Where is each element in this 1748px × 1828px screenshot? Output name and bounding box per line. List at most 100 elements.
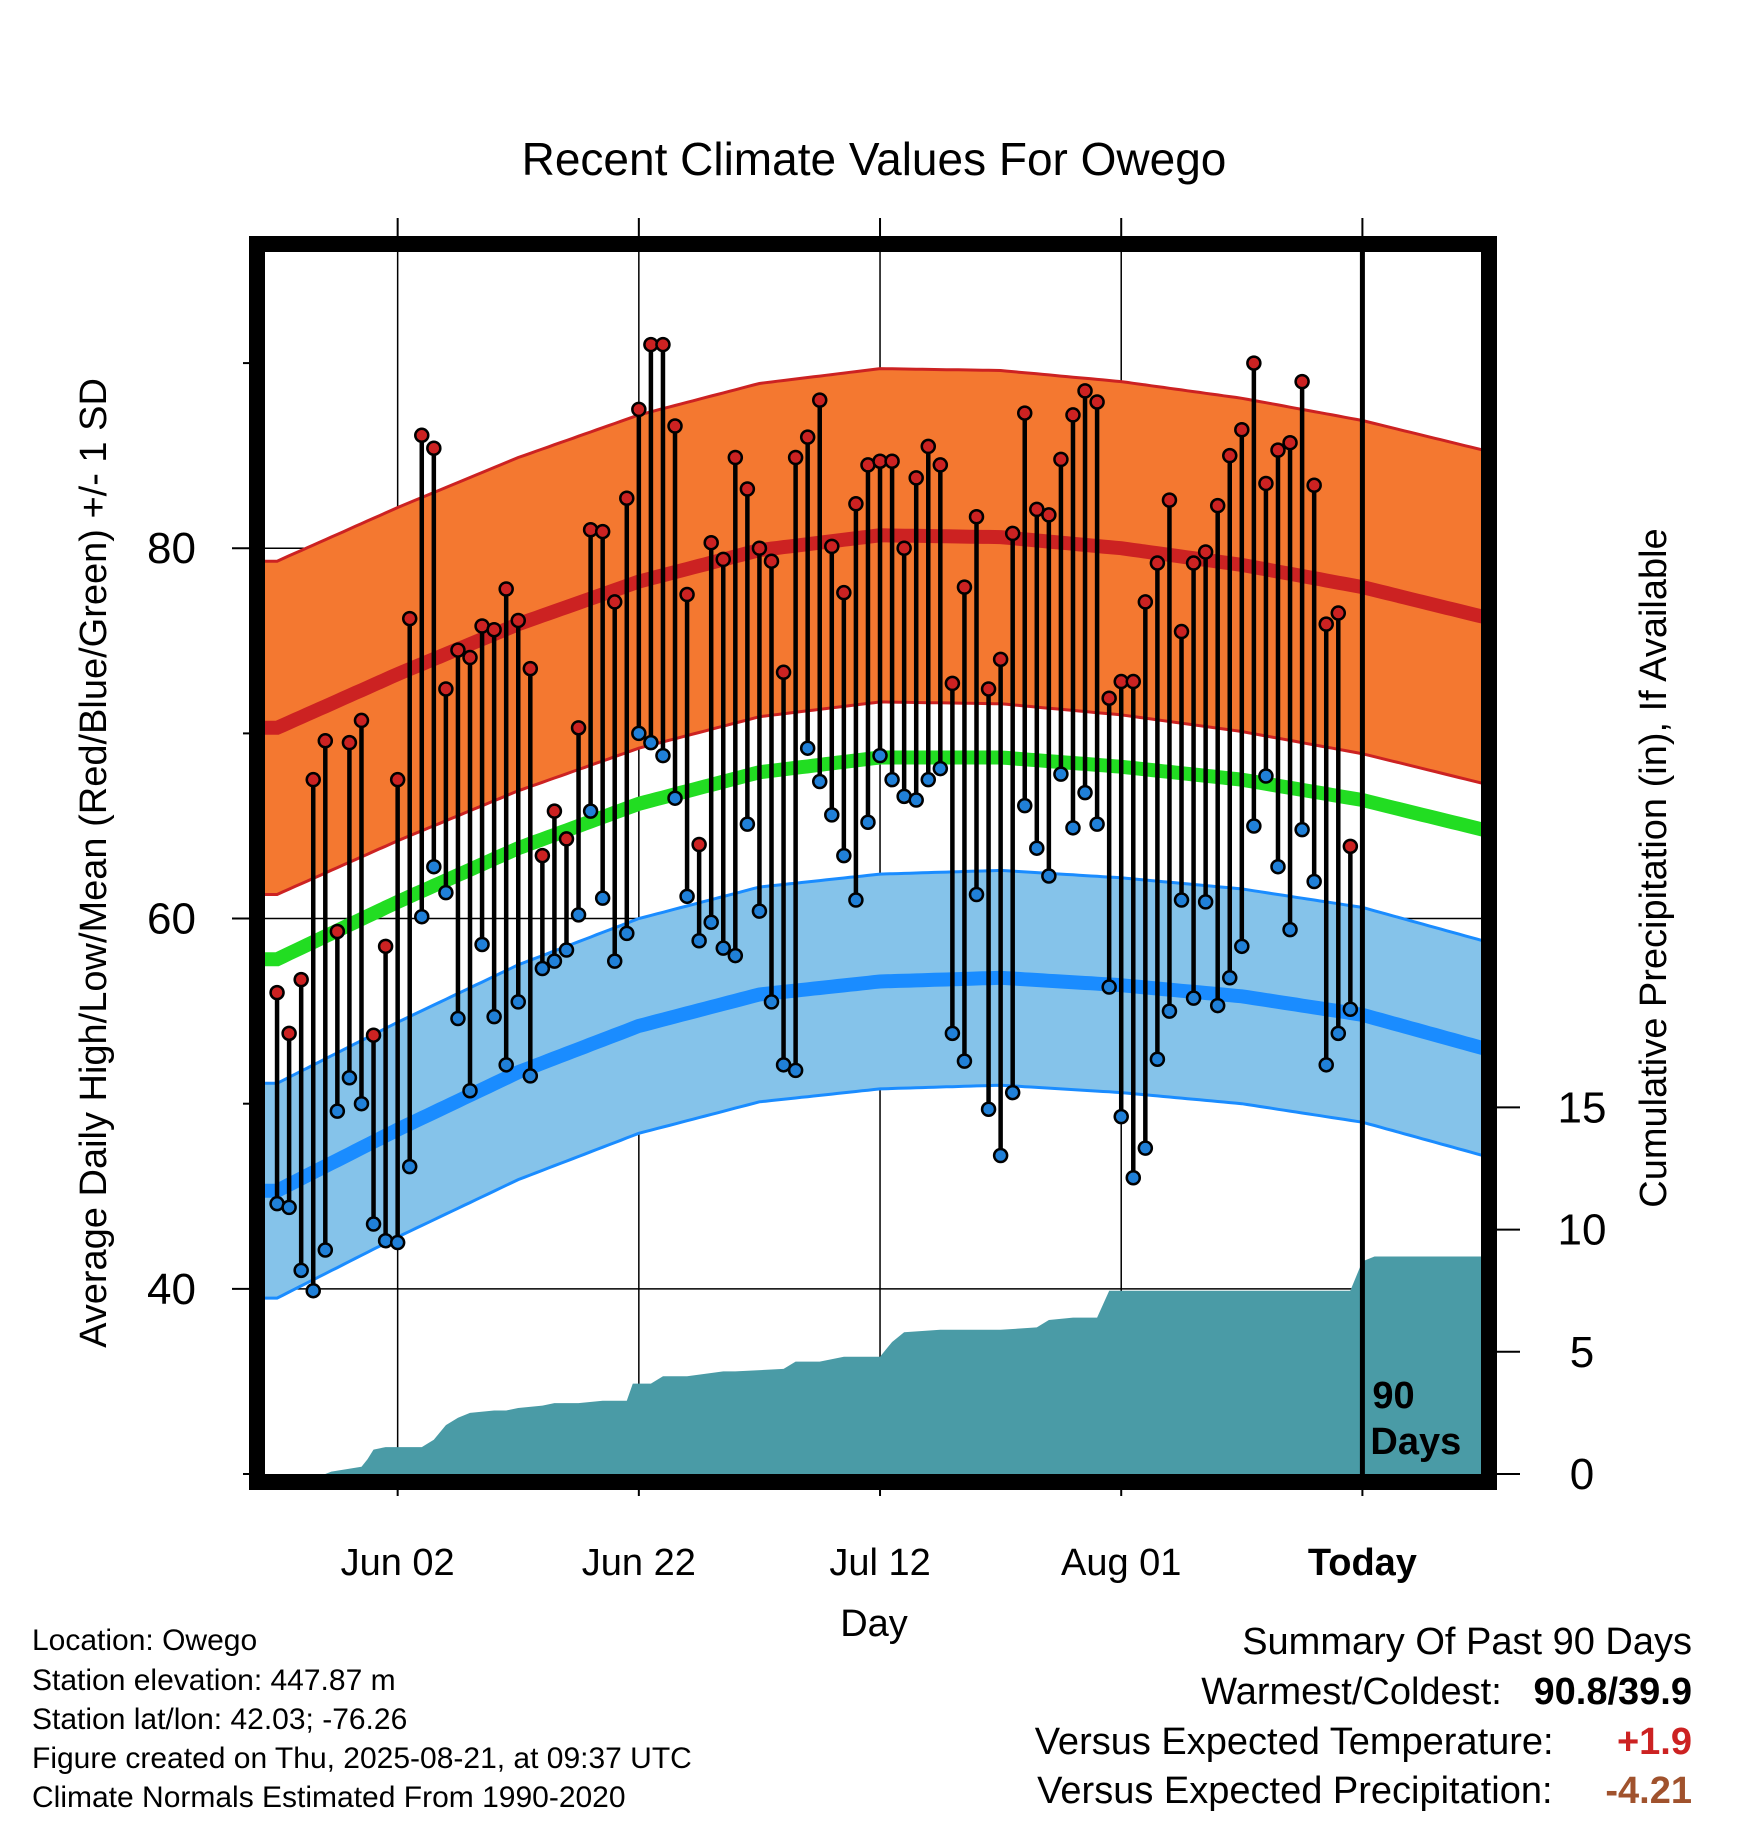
daily-low-point xyxy=(992,1147,1009,1164)
y-tick-label: 40 xyxy=(147,1265,196,1314)
warmest-value: 90.8 xyxy=(1533,1671,1608,1713)
y-tick-label: 80 xyxy=(147,524,196,573)
daily-low-point xyxy=(1197,894,1214,910)
daily-low-point xyxy=(1137,1140,1154,1156)
daily-low-point xyxy=(824,807,840,823)
daily-low-point xyxy=(594,890,611,906)
daily-low-point xyxy=(329,1103,346,1119)
daily-low-point xyxy=(582,803,599,819)
daily-high-point xyxy=(727,449,744,466)
daily-high-point xyxy=(389,771,406,788)
daily-high-point xyxy=(1161,492,1178,508)
temp-anomaly-label: Versus Expected Temperature: xyxy=(1034,1721,1554,1763)
daily-low-point xyxy=(1173,892,1190,908)
x-axis: Jun 02 Jun 22 Jul 12 Aug 01 Today xyxy=(341,218,1417,1584)
daily-low-point xyxy=(836,847,852,864)
daily-low-point xyxy=(365,1216,382,1232)
low-sd-band-lower-edge xyxy=(265,1083,1483,1300)
daily-high-point xyxy=(606,594,623,610)
daily-low-point xyxy=(679,888,695,905)
daily-high-point xyxy=(281,1025,297,1042)
daily-high-point xyxy=(1053,451,1069,468)
daily-high-point xyxy=(655,336,671,353)
daily-low-point xyxy=(1342,1001,1359,1018)
daily-high-point xyxy=(775,664,792,681)
daily-low-point xyxy=(655,747,671,764)
daily-low-point xyxy=(546,953,563,969)
daily-high-point xyxy=(546,803,563,819)
daily-high-point xyxy=(703,534,719,551)
daily-high-point xyxy=(691,836,707,853)
info-latlon: Station lat/lon: 42.03; -76.26 xyxy=(32,1703,408,1736)
daily-low-point xyxy=(1113,1108,1129,1125)
today-marker: 90 Days xyxy=(1359,252,1461,1474)
daily-high-point xyxy=(1342,838,1359,855)
daily-low-point xyxy=(341,1070,358,1086)
daily-high-point xyxy=(1282,434,1298,451)
daily-low-point xyxy=(438,884,454,901)
daily-high-point xyxy=(944,675,961,692)
daily-low-point xyxy=(667,790,683,806)
daily-low-point xyxy=(486,1008,502,1025)
daily-high-point xyxy=(522,660,539,677)
daily-low-point xyxy=(498,1057,514,1073)
high-sd-band-upper-edge xyxy=(265,367,1483,563)
today-label: Days xyxy=(1370,1421,1461,1463)
today-label: 90 xyxy=(1372,1375,1414,1417)
daily-high-point xyxy=(558,831,575,847)
daily-high-point xyxy=(269,984,285,1001)
daily-high-point xyxy=(1246,355,1262,371)
daily-low-point xyxy=(401,1158,418,1175)
daily-low-point xyxy=(787,1062,804,1079)
daily-markers xyxy=(269,336,1359,1299)
daily-low-point xyxy=(811,773,828,790)
daily-high-point xyxy=(1173,623,1190,640)
y2-tick-label: 10 xyxy=(1558,1206,1607,1255)
daily-low-point xyxy=(462,1082,478,1099)
daily-high-point xyxy=(317,733,334,749)
daily-high-point xyxy=(498,581,514,597)
daily-high-point xyxy=(570,720,587,736)
daily-low-point xyxy=(1016,797,1033,814)
daily-low-point xyxy=(944,1025,961,1042)
daily-high-point xyxy=(1234,421,1250,438)
daily-high-point xyxy=(884,453,900,469)
daily-high-point xyxy=(619,490,635,507)
warmest-coldest-separator: / xyxy=(1607,1671,1619,1713)
daily-high-point xyxy=(836,584,852,601)
daily-high-point xyxy=(510,612,526,629)
daily-high-point xyxy=(1270,442,1286,458)
daily-high-point xyxy=(908,470,924,486)
daily-high-point xyxy=(1125,673,1142,690)
daily-low-point xyxy=(872,747,888,764)
daily-low-point xyxy=(1306,873,1322,890)
summary-title: Summary Of Past 90 Days xyxy=(1242,1621,1692,1663)
daily-high-point xyxy=(534,847,551,864)
daily-low-point xyxy=(715,940,732,956)
info-normals: Climate Normals Estimated From 1990-2020 xyxy=(32,1781,626,1814)
low-sd-band xyxy=(265,870,1483,1299)
y-axis-label: Average Daily High/Low/Mean (Red/Blue/Gr… xyxy=(73,378,115,1348)
daily-low-point xyxy=(1053,766,1069,782)
daily-high-point xyxy=(377,938,394,955)
daily-high-point xyxy=(1016,405,1033,421)
daily-high-point xyxy=(1137,594,1154,610)
daily-low-point xyxy=(619,925,635,942)
daily-high-point xyxy=(401,610,418,627)
daily-high-point xyxy=(486,621,502,638)
temp-anomaly-value: +1.9 xyxy=(1616,1721,1692,1763)
daily-low-point xyxy=(414,908,430,925)
x-tick-label: Today xyxy=(1308,1542,1417,1584)
daily-high-point xyxy=(594,523,611,540)
x-tick-label: Aug 01 xyxy=(1061,1542,1181,1584)
daily-low-point xyxy=(1294,821,1310,838)
high-sd-band xyxy=(265,368,1483,895)
x-tick-label: Jun 02 xyxy=(341,1542,455,1584)
daily-high-point xyxy=(353,712,370,729)
daily-high-point xyxy=(667,418,683,434)
y2-tick-label: 0 xyxy=(1570,1450,1594,1499)
daily-low-point xyxy=(281,1199,297,1216)
daily-low-point xyxy=(956,1053,973,1069)
low-sd-band xyxy=(265,868,1483,1300)
daily-high-point xyxy=(450,642,466,658)
